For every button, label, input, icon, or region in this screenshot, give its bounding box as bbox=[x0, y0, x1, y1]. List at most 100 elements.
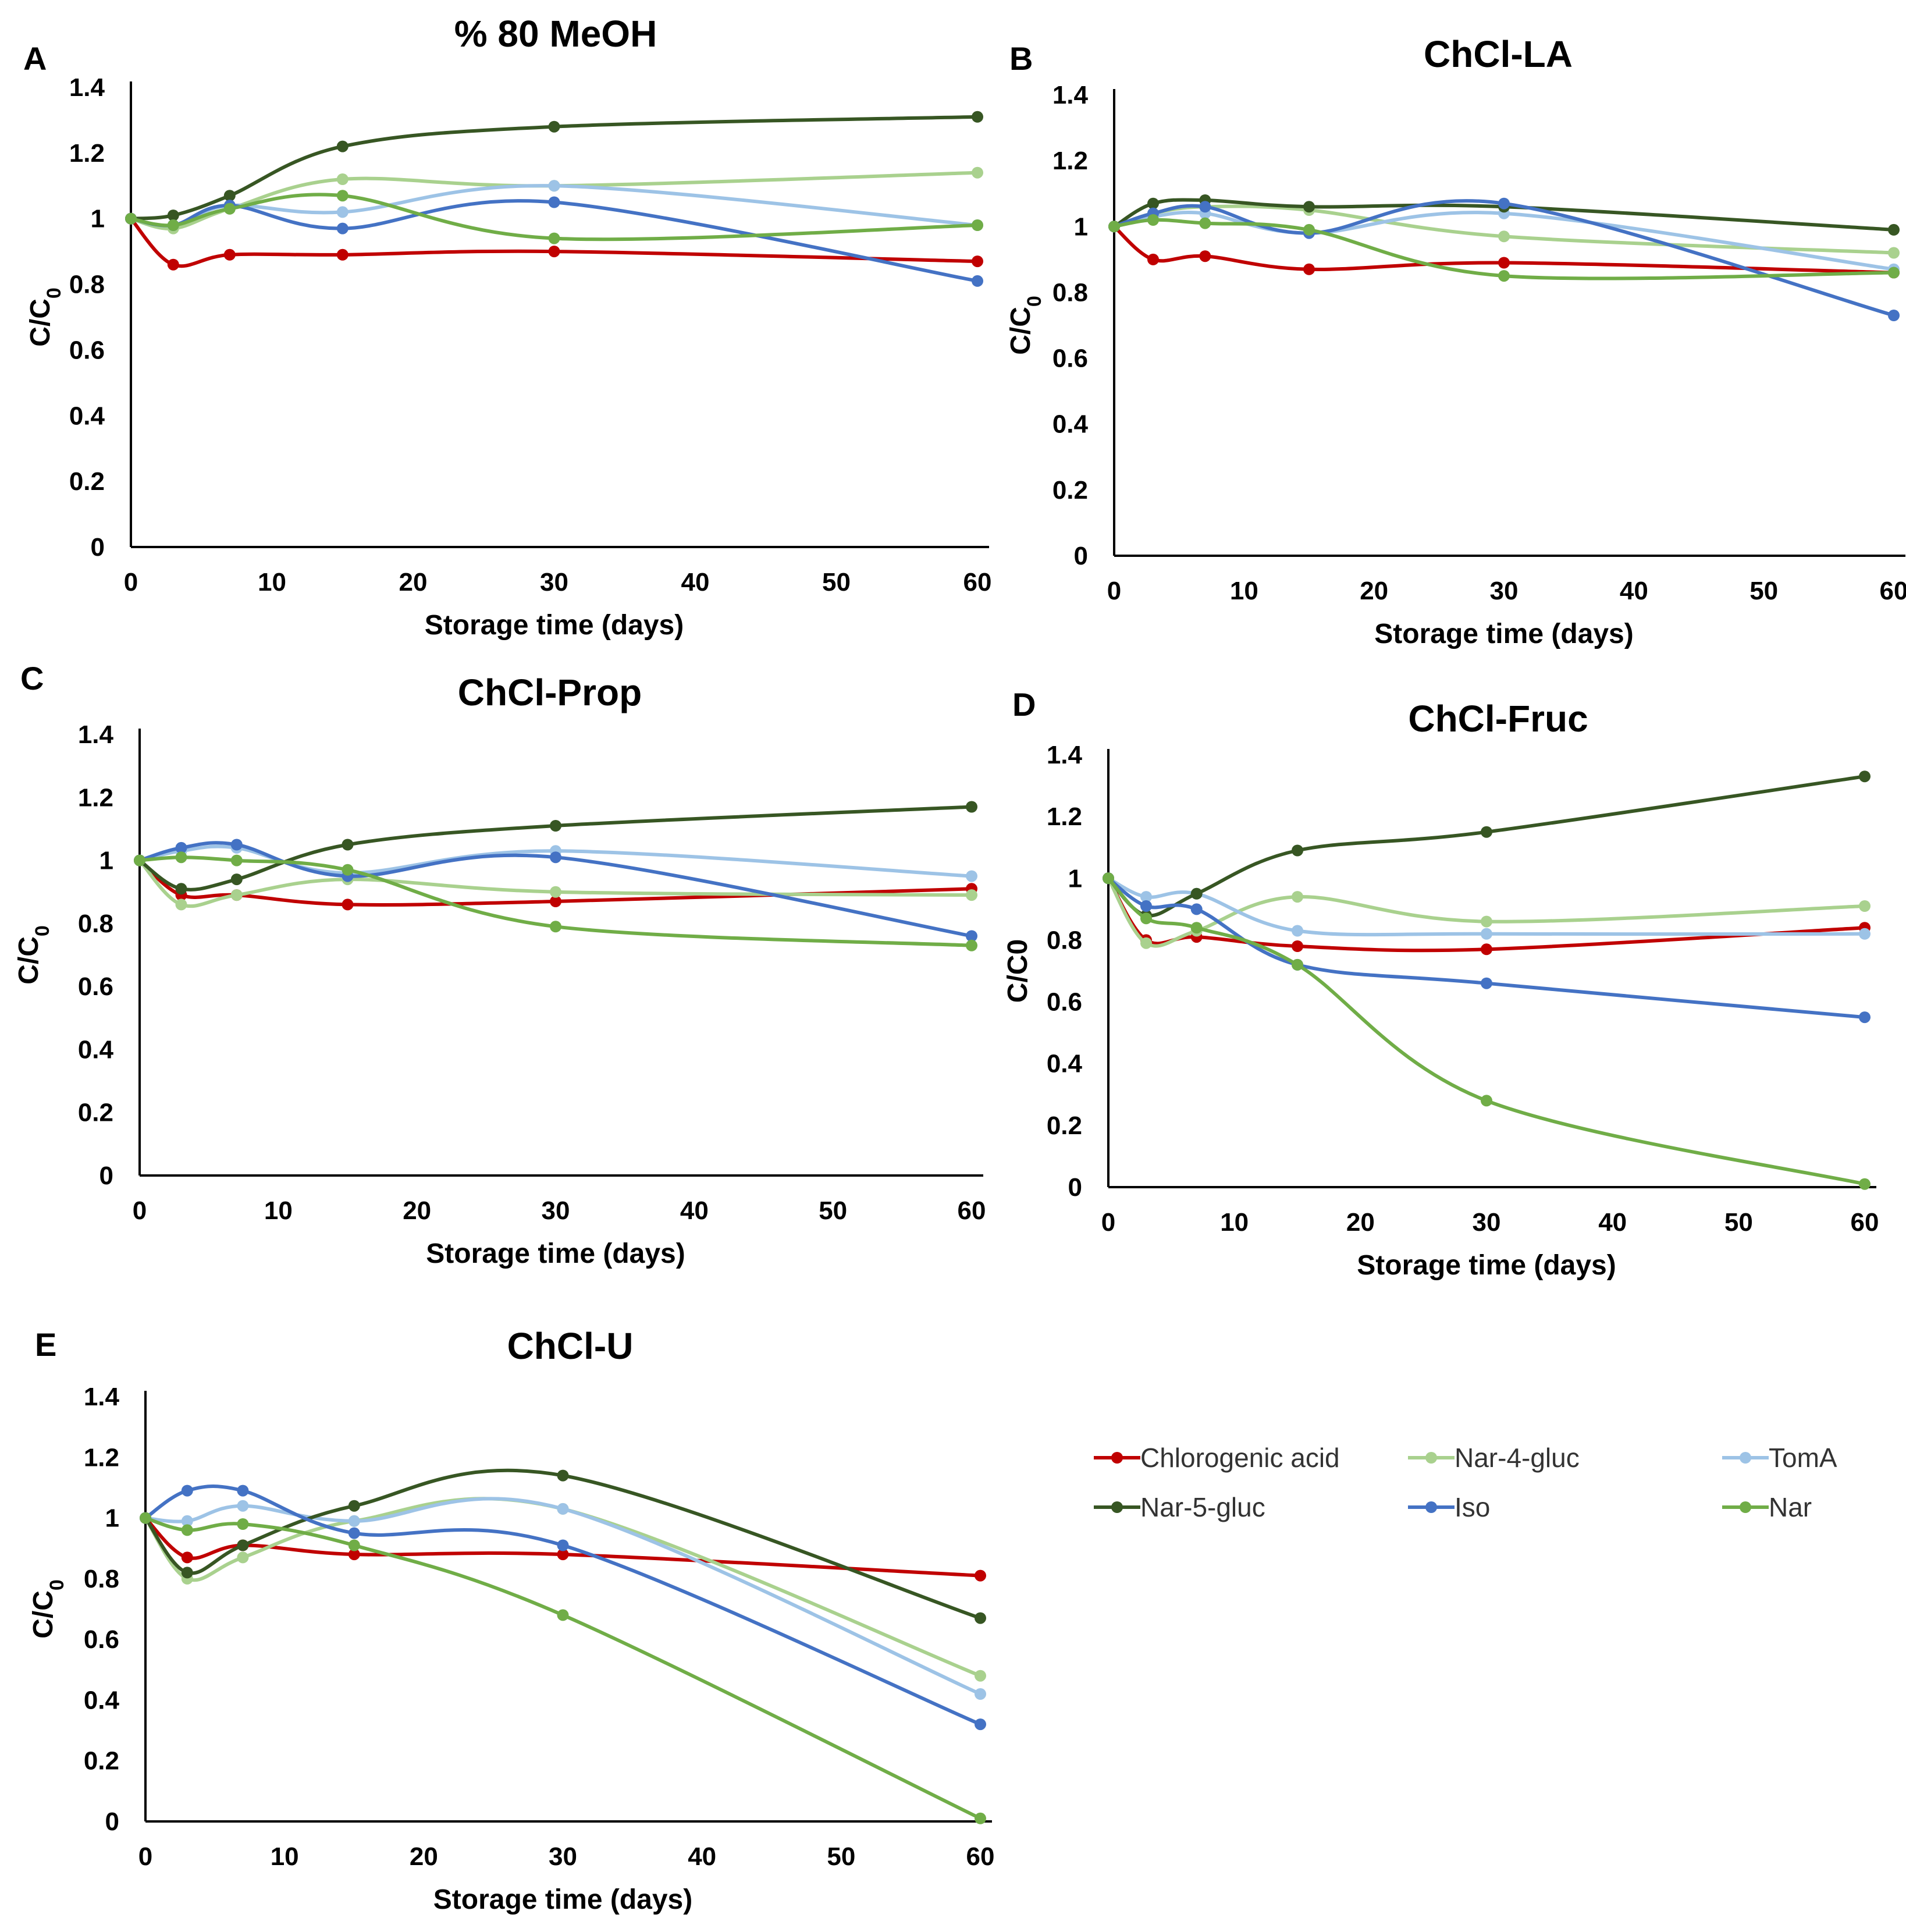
data-point bbox=[175, 851, 187, 864]
y-tick-label: 0 bbox=[99, 1162, 113, 1190]
x-tick-label: 10 bbox=[258, 568, 286, 596]
x-tick-label: 20 bbox=[399, 568, 428, 596]
y-tick-label: 1.2 bbox=[69, 139, 105, 168]
data-point bbox=[336, 140, 349, 152]
data-point bbox=[1481, 826, 1492, 838]
data-point bbox=[348, 1515, 360, 1527]
data-point bbox=[336, 206, 349, 218]
y-axis-label-main: C/C bbox=[25, 299, 56, 347]
x-tick-label: 40 bbox=[1598, 1208, 1627, 1237]
series-line bbox=[1114, 199, 1894, 317]
y-axis-label-main: C/C0 bbox=[1002, 939, 1033, 1003]
data-point bbox=[1888, 247, 1900, 259]
chart-panel-a: A % 80 MeOH 0 0.2 0.4 0.6 0.8 1 1.2 1.4 0 10 20 30 40 5… bbox=[23, 13, 991, 641]
data-point bbox=[966, 889, 977, 901]
x-axis-label: Storage time (days) bbox=[1357, 1250, 1616, 1281]
data-point bbox=[181, 1567, 193, 1579]
data-point bbox=[1190, 903, 1203, 915]
data-point bbox=[550, 896, 561, 907]
legend-item: TomA bbox=[1722, 1443, 1837, 1473]
series-nar-5-gluc bbox=[1103, 770, 1871, 921]
x-tick-label: 30 bbox=[1490, 577, 1519, 605]
y-tick-label: 0.6 bbox=[1047, 988, 1082, 1017]
series-line bbox=[130, 171, 978, 230]
y-tick-label: 0.4 bbox=[1047, 1050, 1083, 1078]
y-tick-label: 0 bbox=[105, 1807, 119, 1836]
x-tick-label: 60 bbox=[963, 568, 992, 596]
data-point bbox=[125, 212, 137, 225]
data-point bbox=[181, 1524, 193, 1536]
data-point bbox=[548, 180, 560, 192]
data-point bbox=[1859, 1178, 1871, 1190]
data-point bbox=[223, 203, 236, 215]
y-tick-label: 0.4 bbox=[1052, 410, 1089, 439]
y-axis-label: C/C0 bbox=[13, 925, 54, 985]
data-point bbox=[1303, 263, 1315, 275]
y-tick-label: 0.2 bbox=[1052, 476, 1088, 505]
y-tick-label: 0.8 bbox=[1047, 926, 1082, 954]
x-tick-label: 30 bbox=[542, 1196, 570, 1225]
legend-swatch-marker bbox=[1111, 1452, 1123, 1464]
y-tick-label: 1 bbox=[105, 1504, 119, 1533]
y-tick-label: 0 bbox=[1074, 542, 1088, 570]
data-point bbox=[1888, 267, 1900, 279]
data-point bbox=[167, 258, 179, 271]
series-iso bbox=[140, 1484, 986, 1731]
x-axis-label: Storage time (days) bbox=[426, 1238, 685, 1269]
y-tick-label: 0.8 bbox=[69, 271, 105, 299]
series-line bbox=[1107, 876, 1865, 937]
chart-title: ChCl-Prop bbox=[458, 672, 642, 713]
series-line bbox=[130, 193, 978, 242]
series-line bbox=[144, 1497, 982, 1678]
series-nar bbox=[134, 851, 977, 951]
y-tick-label: 0.4 bbox=[78, 1035, 114, 1064]
data-point bbox=[348, 1527, 360, 1539]
legend-item: Iso bbox=[1408, 1492, 1490, 1522]
data-point bbox=[237, 1539, 249, 1551]
data-point bbox=[167, 209, 179, 222]
y-axis-label: C/C0 bbox=[25, 287, 65, 347]
data-point bbox=[230, 854, 243, 866]
data-point bbox=[966, 801, 977, 813]
data-point bbox=[348, 1549, 360, 1561]
data-point bbox=[237, 1518, 249, 1530]
data-point bbox=[550, 820, 561, 832]
data-point bbox=[175, 898, 187, 911]
data-point bbox=[557, 1469, 569, 1482]
x-tick-label: 10 bbox=[271, 1842, 299, 1871]
y-tick-label: 1.4 bbox=[1052, 81, 1089, 109]
y-axis-label-main: C/C bbox=[28, 1590, 59, 1639]
y-axis-label: C/C0 bbox=[1005, 296, 1046, 355]
data-point bbox=[1292, 844, 1303, 857]
chart-title: ChCl-LA bbox=[1424, 33, 1573, 75]
data-point bbox=[336, 222, 349, 235]
x-axis-label: Storage time (days) bbox=[1374, 619, 1633, 649]
legend-swatch-marker bbox=[1425, 1501, 1437, 1513]
x-tick-label: 30 bbox=[540, 568, 568, 596]
x-tick-label: 50 bbox=[1724, 1208, 1753, 1237]
data-point bbox=[230, 889, 243, 901]
data-point bbox=[1140, 937, 1152, 949]
x-tick-label: 50 bbox=[819, 1196, 847, 1225]
data-point bbox=[1190, 922, 1203, 934]
data-point bbox=[972, 111, 983, 123]
x-tick-label: 30 bbox=[549, 1842, 577, 1871]
y-tick-label: 1.2 bbox=[84, 1443, 119, 1472]
chart-title: ChCl-U bbox=[507, 1325, 634, 1367]
y-tick-label: 1 bbox=[1074, 212, 1088, 241]
legend-label: Nar bbox=[1769, 1492, 1812, 1522]
chart-title: % 80 MeOH bbox=[454, 13, 657, 55]
data-point bbox=[1147, 214, 1159, 226]
data-point bbox=[557, 1549, 569, 1561]
data-point bbox=[1481, 1095, 1492, 1107]
data-point bbox=[1103, 872, 1114, 885]
y-tick-label: 0.8 bbox=[84, 1565, 119, 1593]
series-line bbox=[144, 1484, 982, 1726]
series-line bbox=[1113, 198, 1894, 232]
data-point bbox=[966, 930, 977, 942]
data-point bbox=[1498, 257, 1510, 269]
data-point bbox=[1108, 221, 1120, 233]
panel-letter: C bbox=[20, 660, 44, 697]
data-point bbox=[1292, 891, 1303, 903]
